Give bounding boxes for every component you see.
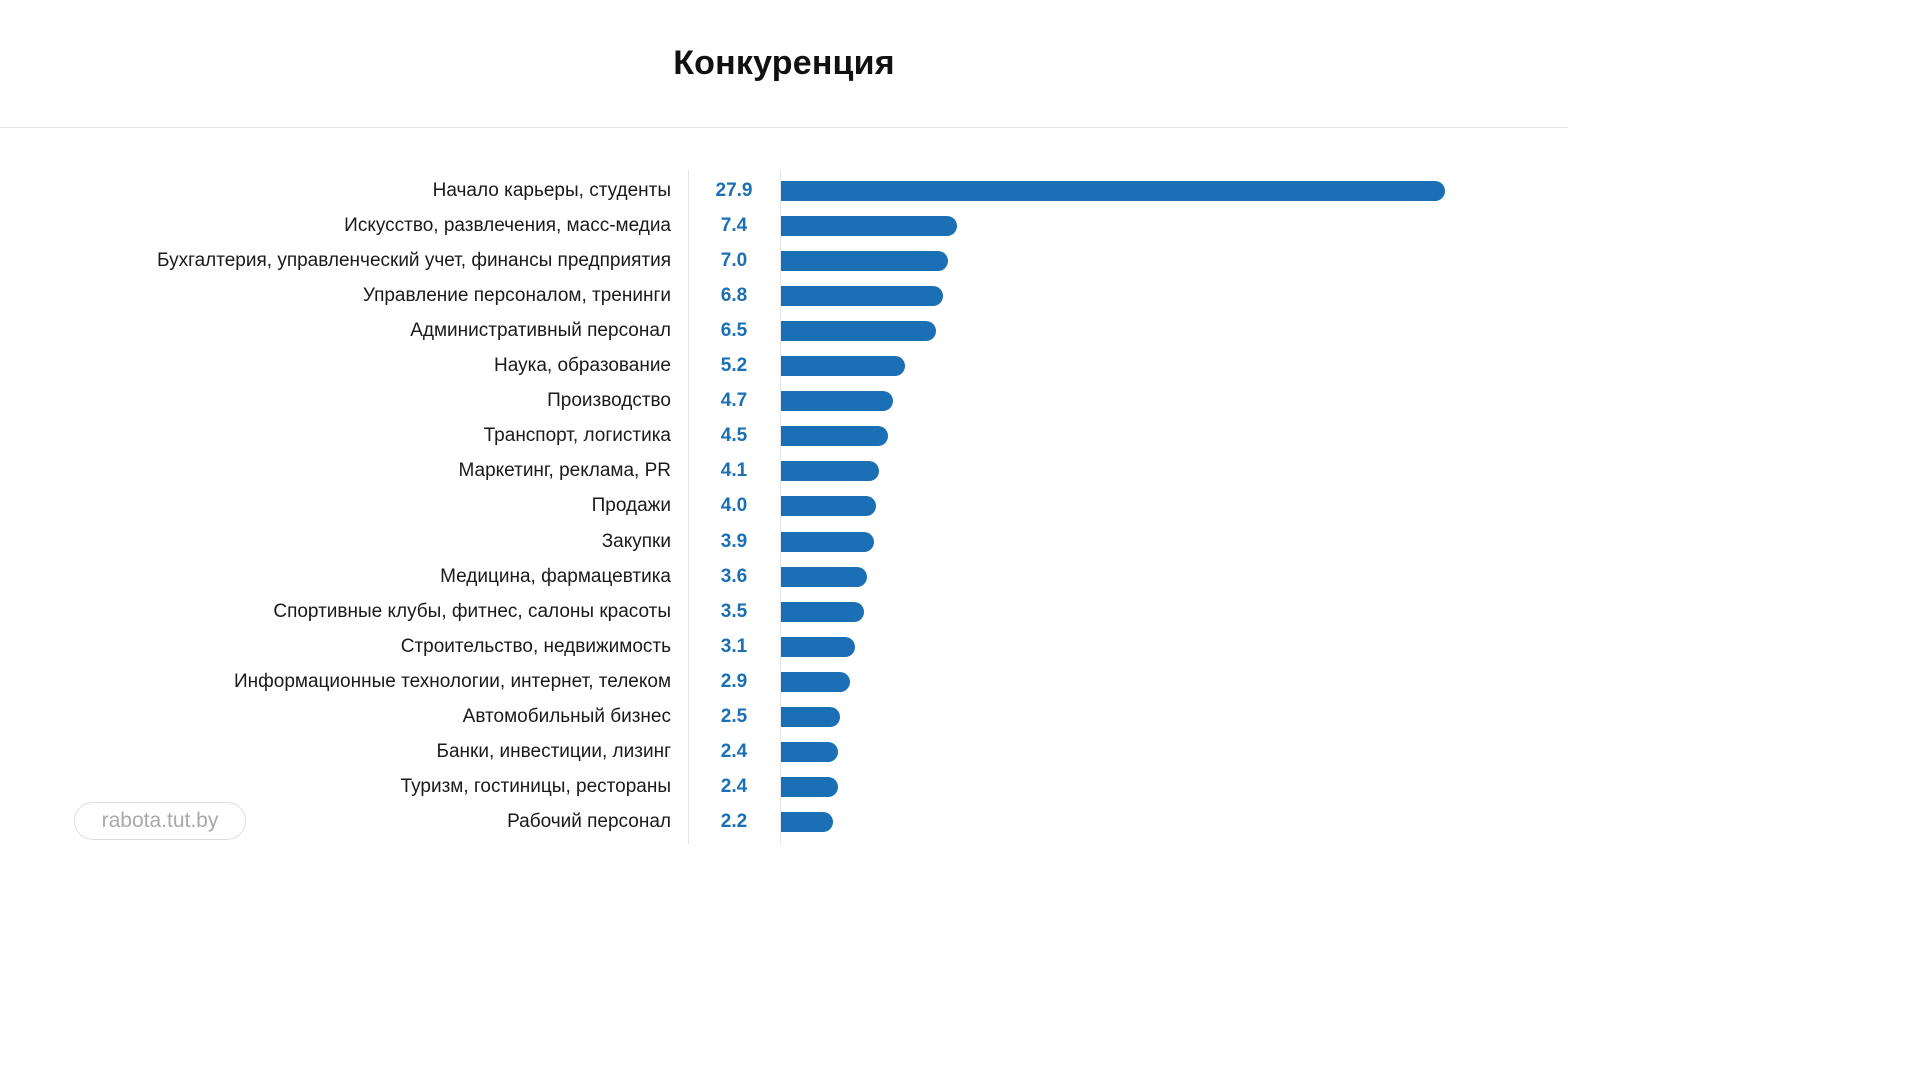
bar-row: Управление персоналом, тренинги 6.8 — [0, 278, 1568, 313]
bar — [781, 216, 958, 237]
value-label: 2.5 — [720, 705, 748, 727]
value-label: 3.9 — [720, 530, 748, 552]
bar-row: Бухгалтерия, управленческий учет, финанс… — [0, 243, 1568, 278]
header: Конкуренция — [0, 0, 1568, 128]
category-label: Бухгалтерия, управленческий учет, финанс… — [157, 250, 671, 272]
bar-row: Автомобильный бизнес 2.5 — [0, 699, 1568, 734]
bar — [781, 636, 855, 657]
category-label: Продажи — [591, 495, 671, 517]
watermark-badge: rabota.tut.by — [74, 802, 246, 840]
category-label: Начало карьеры, студенты — [432, 180, 671, 201]
category-label: Транспорт, логистика — [483, 425, 671, 447]
category-label: Спортивные клубы, фитнес, салоны красоты — [273, 600, 671, 622]
category-label: Медицина, фармацевтика — [440, 565, 671, 587]
bar-row: Маркетинг, реклама, PR 4.1 — [0, 453, 1568, 488]
bar — [781, 356, 905, 377]
bar — [781, 286, 943, 307]
bar-row: Рабочий персонал 2.2 — [0, 804, 1568, 839]
value-label: 2.4 — [720, 775, 748, 797]
value-label: 4.5 — [720, 425, 748, 447]
bar-row: Спортивные клубы, фитнес, салоны красоты… — [0, 594, 1568, 629]
bar — [781, 566, 867, 587]
bar-row: Наука, образование 5.2 — [0, 348, 1568, 383]
bar — [781, 426, 889, 447]
bar-row: Банки, инвестиции, лизинг 2.4 — [0, 734, 1568, 769]
value-label: 3.1 — [720, 635, 748, 657]
value-label: 6.8 — [720, 285, 748, 307]
value-label: 27.9 — [715, 180, 753, 201]
bar-row: Строительство, недвижимость 3.1 — [0, 629, 1568, 664]
category-label: Автомобильный бизнес — [462, 705, 671, 727]
value-label: 2.9 — [720, 670, 748, 692]
bar — [781, 776, 839, 797]
category-label: Закупки — [601, 530, 671, 552]
value-label: 7.4 — [720, 215, 748, 237]
category-label: Искусство, развлечения, масс-медиа — [344, 215, 671, 237]
value-label: 4.7 — [720, 390, 748, 412]
category-label: Маркетинг, реклама, PR — [458, 460, 671, 482]
bar-row: Административный персонал 6.5 — [0, 313, 1568, 348]
bar-row: Медицина, фармацевтика 3.6 — [0, 559, 1568, 594]
bar — [781, 391, 893, 412]
category-label: Банки, инвестиции, лизинг — [436, 740, 672, 762]
bar-row: Искусство, развлечения, масс-медиа 7.4 — [0, 208, 1568, 243]
bar-row: Начало карьеры, студенты 27.9 — [0, 173, 1568, 208]
value-label: 6.5 — [720, 320, 748, 342]
bar — [781, 181, 1445, 201]
value-label: 2.2 — [720, 810, 748, 832]
bar — [781, 741, 839, 762]
bar — [781, 531, 874, 552]
category-label: Административный персонал — [410, 320, 671, 342]
value-label: 5.2 — [720, 355, 748, 377]
bar-row: Транспорт, логистика 4.5 — [0, 418, 1568, 453]
category-label: Рабочий персонал — [507, 810, 671, 832]
bar — [781, 496, 877, 517]
value-label: 7.0 — [720, 250, 748, 272]
value-bar-divider — [780, 170, 781, 844]
bar-row: Продажи 4.0 — [0, 488, 1568, 523]
category-label: Управление персоналом, тренинги — [362, 285, 671, 307]
category-label: Строительство, недвижимость — [400, 635, 671, 657]
value-label: 4.0 — [720, 495, 748, 517]
bar-row: Закупки 3.9 — [0, 524, 1568, 559]
bar-row: Производство 4.7 — [0, 383, 1568, 418]
value-label: 2.4 — [720, 740, 748, 762]
category-value-divider — [688, 170, 689, 844]
value-label: 3.5 — [720, 600, 748, 622]
category-label: Туризм, гостиницы, рестораны — [400, 775, 671, 797]
bar — [781, 601, 865, 622]
category-label: Информационные технологии, интернет, тел… — [234, 670, 671, 692]
bar — [781, 461, 879, 482]
bar — [781, 811, 834, 832]
bar — [781, 671, 851, 692]
bar-row: Туризм, гостиницы, рестораны 2.4 — [0, 769, 1568, 804]
bar — [781, 321, 936, 342]
value-label: 4.1 — [720, 460, 748, 482]
category-label: Производство — [547, 390, 671, 412]
bar-row: Информационные технологии, интернет, тел… — [0, 664, 1568, 699]
value-label: 3.6 — [720, 565, 748, 587]
bar — [781, 251, 948, 272]
page-title: Конкуренция — [673, 44, 895, 82]
bar — [781, 706, 841, 727]
category-label: Наука, образование — [494, 355, 671, 377]
